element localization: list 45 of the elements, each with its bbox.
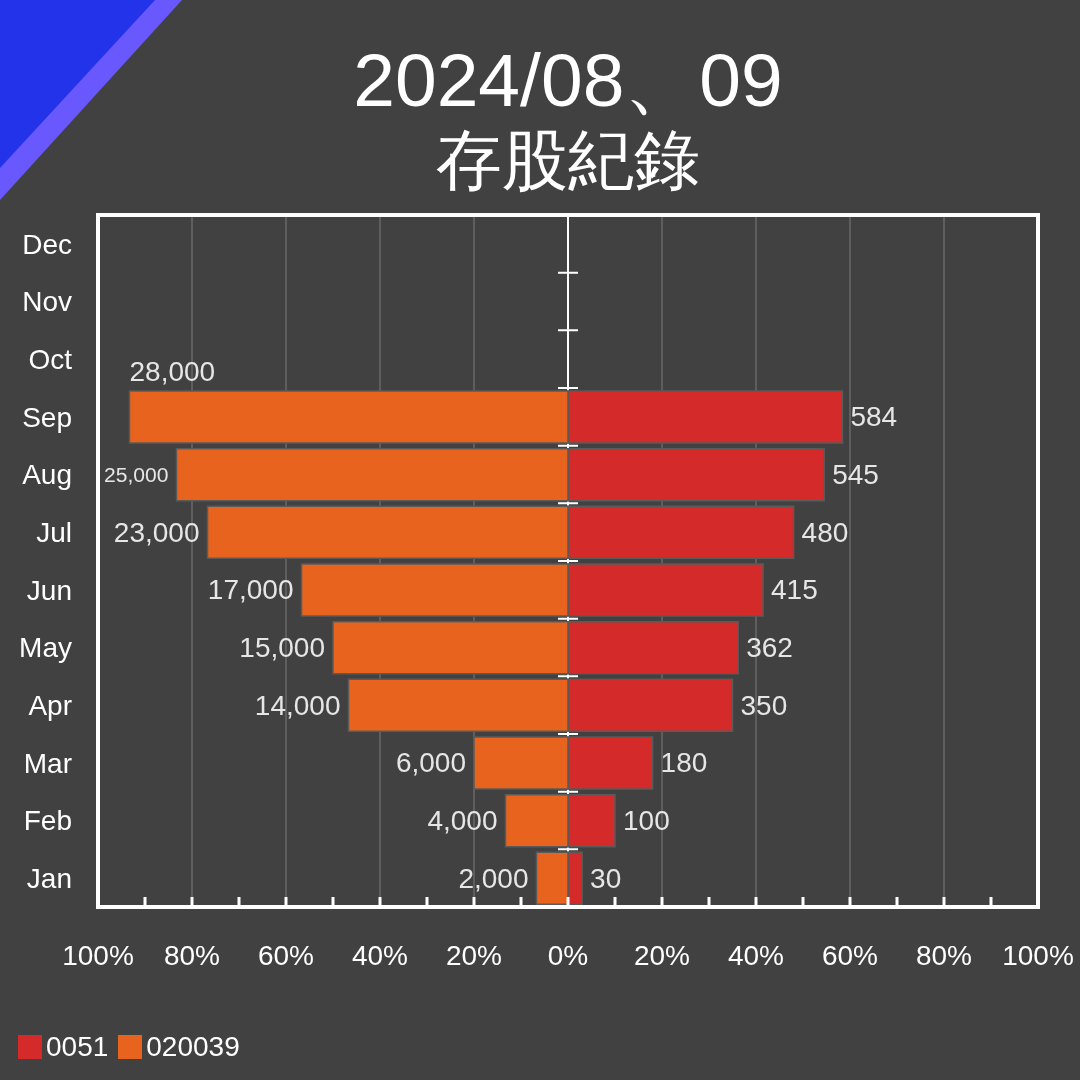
y-tick-label: Oct	[28, 344, 73, 376]
x-tick-label: 100%	[62, 940, 134, 971]
annotation: 30	[590, 862, 622, 894]
annotation: 545	[832, 459, 879, 490]
annotation: 480	[801, 516, 849, 548]
y-tick-label: Aug	[22, 459, 72, 491]
annotation: 17,000	[207, 574, 294, 606]
x-tick-label: 40%	[351, 940, 409, 971]
x-tick-label: 100%	[1002, 940, 1074, 971]
legend-label: 020039	[146, 1030, 240, 1062]
y-tick-label: Dec	[22, 228, 72, 260]
x-tick-label: 60%	[821, 940, 879, 971]
legend-label: 0051	[46, 1030, 109, 1062]
annotation: 28,000	[129, 356, 216, 387]
annotation: 2,000	[458, 862, 529, 894]
x-tick-label: 60%	[257, 940, 315, 971]
annotation: 415	[771, 574, 818, 606]
annotation: 15,000	[239, 632, 325, 663]
x-tick-label: 0%	[547, 940, 589, 971]
y-tick-label: Jan	[26, 863, 72, 895]
y-tick-label: Jul	[36, 517, 72, 549]
annotation: 25,000	[104, 463, 169, 486]
annotation: 14,000	[254, 689, 341, 721]
y-tick-label: Feb	[23, 805, 72, 837]
x-tick-label: 80%	[915, 940, 973, 971]
y-tick-label: Mar	[23, 747, 72, 779]
annotation: 23,000	[113, 516, 200, 548]
chart-title: 2024/08、09	[352, 38, 784, 122]
annotation: 350	[740, 689, 788, 721]
chart-subtitle: 存股紀錄	[435, 122, 701, 198]
x-tick-label: 20%	[445, 940, 503, 971]
annotation: 180	[660, 747, 708, 779]
y-tick-label: Nov	[22, 286, 72, 318]
annotation: 4,000	[427, 805, 498, 836]
x-tick-label: 40%	[727, 940, 785, 971]
annotation: 6,000	[395, 747, 466, 779]
y-tick-label: May	[19, 632, 72, 664]
y-tick-label: Apr	[28, 690, 72, 722]
y-tick-label: Sep	[22, 401, 72, 433]
annotation: 584	[850, 401, 898, 433]
annotation: 362	[746, 632, 793, 663]
y-tick-label: Jun	[26, 574, 72, 606]
annotation: 100	[623, 805, 670, 836]
x-tick-label: 80%	[163, 940, 221, 971]
x-tick-label: 20%	[633, 940, 691, 971]
